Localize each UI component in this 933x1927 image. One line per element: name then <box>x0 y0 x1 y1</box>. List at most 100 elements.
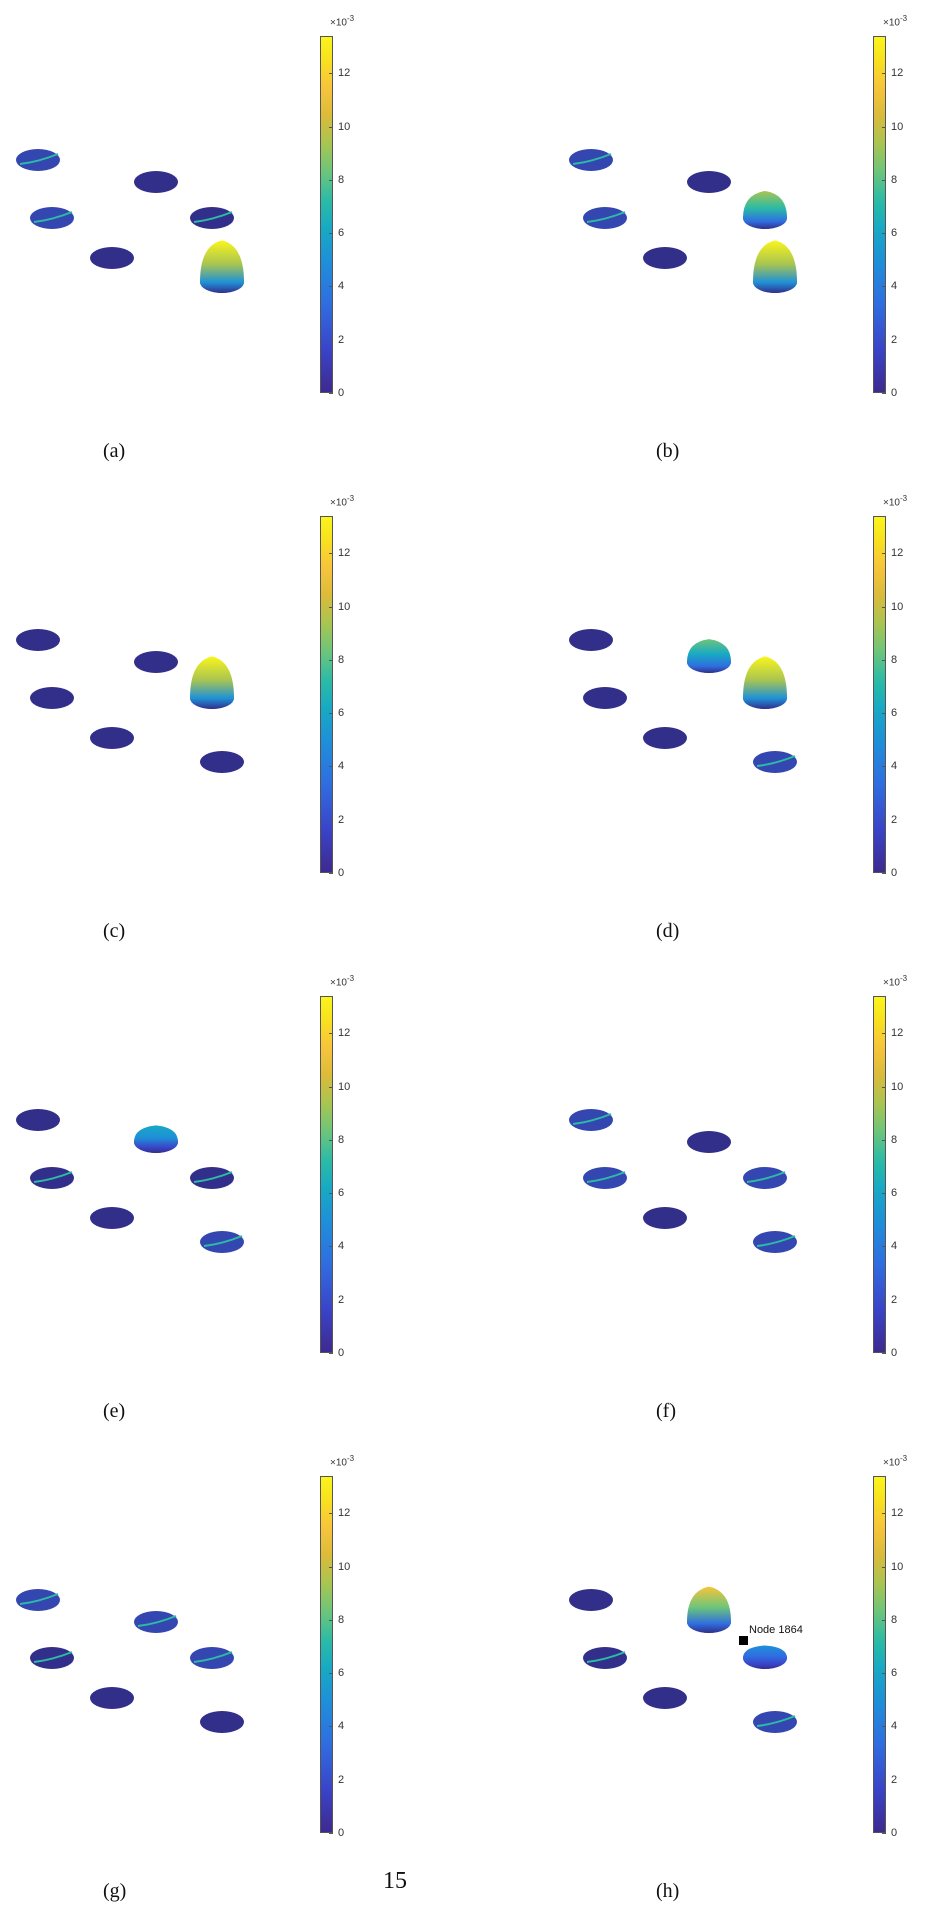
subplot-panel: ×10-3 0 2 4 6 8 10 12 (e) <box>0 960 466 1440</box>
disk-surface <box>16 1589 60 1611</box>
colorbar-tick-label: 4 <box>338 1240 345 1253</box>
colorbar-tick-mark <box>329 1833 333 1834</box>
colorbar-tick-label: 8 <box>338 1613 345 1626</box>
disk-base <box>134 651 178 673</box>
displacement-rim <box>756 1235 796 1247</box>
node-annotation: Node 1864 <box>749 1624 803 1636</box>
colorbar <box>320 36 333 393</box>
colorbar-tick-mark <box>329 766 333 768</box>
colorbar-tick-label: 2 <box>891 1773 898 1786</box>
colorbar-tick-label: 12 <box>891 67 904 80</box>
disk-base <box>90 727 134 749</box>
colorbar <box>873 516 886 873</box>
disk-base <box>583 687 627 709</box>
colorbar-tick-label: 12 <box>338 1507 351 1520</box>
colorbar-tick-mark <box>329 1779 333 1781</box>
colorbar-tick-mark <box>882 606 886 608</box>
colorbar-tick-label: 0 <box>891 1827 898 1839</box>
colorbar-tick-mark <box>882 1299 886 1301</box>
colorbar-tick-label: 0 <box>338 1827 345 1839</box>
colorbar-tick-label: 6 <box>891 707 898 720</box>
colorbar-tick-mark <box>882 126 886 128</box>
disk-base <box>30 687 74 709</box>
colorbar-tick-mark <box>882 1353 886 1354</box>
displacement-rim <box>19 153 59 165</box>
subfigure-caption: (h) <box>656 1880 680 1902</box>
disk-surface <box>687 171 731 193</box>
disk-surface <box>190 1167 234 1189</box>
displacement-dome <box>743 190 787 229</box>
disk-surface <box>190 656 234 709</box>
disk-surface <box>200 1711 244 1733</box>
displacement-dome <box>753 240 797 293</box>
disk-surface <box>200 1231 244 1253</box>
disk-base <box>569 629 613 651</box>
colorbar-tick-label: 10 <box>338 1080 351 1093</box>
displacement-rim <box>33 1171 73 1183</box>
colorbar-tick-mark <box>329 393 333 394</box>
disk-surface <box>743 656 787 709</box>
disk-base <box>200 1711 244 1733</box>
colorbar-tick-mark <box>882 873 886 874</box>
surface-plot <box>16 1109 244 1253</box>
subfigure-caption: (f) <box>656 1400 676 1422</box>
colorbar-tick-mark <box>882 393 886 394</box>
colorbar-tick-mark <box>882 286 886 288</box>
disk-surface <box>134 171 178 193</box>
colorbar-tick-label: 10 <box>338 600 351 613</box>
disk-surface <box>753 240 797 293</box>
disk-surface <box>583 687 627 709</box>
disk-surface <box>643 247 687 269</box>
colorbar-tick-mark <box>882 1619 886 1621</box>
colorbar-tick-label: 0 <box>891 387 898 399</box>
colorbar-tick-mark <box>329 1299 333 1301</box>
disk-surface <box>753 751 797 773</box>
colorbar-tick-label: 6 <box>338 1667 345 1680</box>
colorbar-tick-label: 8 <box>891 1133 898 1146</box>
colorbar-tick-label: 6 <box>338 227 345 240</box>
subfigure-caption: (c) <box>103 920 126 942</box>
colorbar-tick-mark <box>882 659 886 661</box>
colorbar-tick-mark <box>882 1566 886 1568</box>
disk-surface <box>90 247 134 269</box>
disk-base <box>200 751 244 773</box>
subfigure-caption: (e) <box>103 1400 126 1422</box>
displacement-rim <box>572 1113 612 1125</box>
disk-surface <box>30 687 74 709</box>
colorbar-tick-label: 8 <box>338 653 345 666</box>
colorbar <box>320 996 333 1353</box>
disk-surface <box>190 1647 234 1669</box>
colorbar-tick-mark <box>329 606 333 608</box>
disk-surface <box>687 1131 731 1153</box>
colorbar-tick-label: 10 <box>338 1560 351 1573</box>
colorbar-tick-label: 6 <box>338 707 345 720</box>
disk-surface <box>30 207 74 229</box>
subplot-panel: ×10-3 0 2 4 6 8 10 12 (c) <box>0 480 466 960</box>
disk-surface <box>569 1109 613 1131</box>
colorbar-tick-label: 10 <box>891 1080 904 1093</box>
colorbar-tick-label: 10 <box>891 120 904 133</box>
colorbar-tick-label: 10 <box>338 120 351 133</box>
disk-surface <box>583 207 627 229</box>
colorbar-tick-mark <box>882 713 886 715</box>
colorbar-tick-label: 8 <box>891 173 898 186</box>
displacement-rim <box>193 1171 233 1183</box>
colorbar-tick-label: 2 <box>338 1293 345 1306</box>
colorbar-tick-label: 0 <box>891 867 898 879</box>
disk-surface <box>90 727 134 749</box>
colorbar-tick-label: 6 <box>891 1187 898 1200</box>
disk-surface <box>190 207 234 229</box>
subfigure-caption: (d) <box>656 920 680 942</box>
colorbar-tick-mark <box>329 179 333 181</box>
colorbar-tick-mark <box>882 339 886 341</box>
displacement-dome <box>743 656 787 709</box>
surface-plot <box>569 149 797 293</box>
colorbar-tick-label: 4 <box>338 760 345 773</box>
displacement-dome <box>687 639 731 673</box>
disk-base <box>16 629 60 651</box>
colorbar-tick-mark <box>882 553 886 555</box>
colorbar-tick-label: 6 <box>891 227 898 240</box>
disk-surface <box>200 240 244 293</box>
displacement-rim <box>193 1651 233 1663</box>
disk-base <box>90 1687 134 1709</box>
